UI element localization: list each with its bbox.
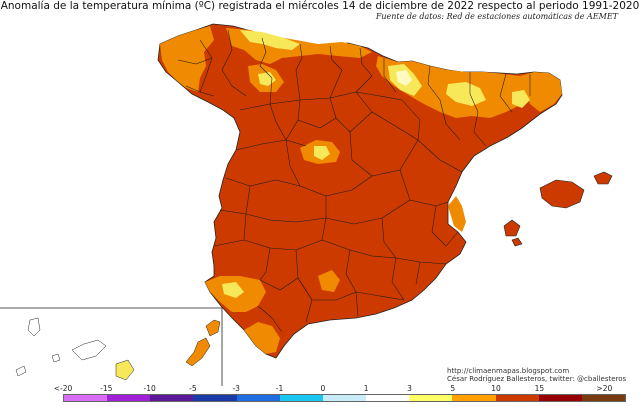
legend-tick-label: 1 [363, 384, 369, 393]
cadiz-orange [244, 322, 280, 354]
legend-swatch [64, 395, 108, 401]
legend-swatch [236, 395, 280, 401]
legend-tick-label: <-20 [53, 384, 73, 393]
catalonia-orange [520, 72, 562, 112]
ibiza [503, 219, 521, 237]
legend-swatch [366, 395, 410, 401]
legend-swatch [150, 395, 194, 401]
legend-tick-label: 5 [450, 384, 456, 393]
lanzarote [205, 319, 221, 337]
blog-url: http://climaenmapas.blogspot.com [447, 367, 570, 375]
legend-tick-label: 10 [491, 384, 501, 393]
la-palma [27, 317, 41, 337]
legend-swatch [495, 395, 539, 401]
author-credit: César Rodríguez Ballesteros, twitter: @c… [447, 374, 627, 383]
data-source: Fuente de datos: Red de estaciones autom… [375, 12, 618, 21]
legend-swatch [193, 395, 237, 401]
legend-tick-label: -15 [100, 384, 113, 393]
legend-tick-label: >20 [596, 384, 613, 393]
legend-swatch [538, 395, 582, 401]
legend-swatch [107, 395, 151, 401]
la-gomera [51, 353, 61, 363]
credits: http://climaenmapas.blogspot.com César R… [447, 367, 627, 383]
legend-tick-label: -3 [232, 384, 240, 393]
legend-swatch [279, 395, 323, 401]
legend-tick-label: -10 [143, 384, 156, 393]
menorca [593, 171, 613, 185]
legend-tick-label: 0 [320, 384, 326, 393]
legend-swatch [452, 395, 496, 401]
formentera [511, 237, 523, 247]
legend-tick-labels: <-20 -15 -10 -5 -3 -1 0 1 3 5 10 15 >20 [0, 384, 640, 394]
mallorca [539, 179, 585, 209]
legend-tick-label: 15 [534, 384, 545, 393]
el-hierro [15, 365, 27, 377]
valencia-orange [448, 196, 466, 232]
legend-swatch [581, 395, 626, 401]
legend-swatch [322, 395, 367, 401]
legend-tick-label: -1 [275, 384, 284, 393]
legend-swatch [409, 395, 453, 401]
galicia-orange [160, 26, 214, 92]
madrid-yellow [314, 146, 330, 160]
cantabrian-yellow [240, 30, 300, 50]
color-legend [63, 394, 626, 402]
map-title: Anomalía de la temperatura mínima (ºC) r… [0, 0, 640, 12]
gran-canaria [115, 359, 135, 381]
aragon-yellow [446, 82, 486, 106]
cordoba-orange [318, 270, 340, 292]
tenerife [71, 339, 107, 361]
huelva-yellow [222, 282, 244, 298]
legend-tick-label: 3 [407, 384, 412, 393]
navarra-pale [396, 70, 412, 86]
catalonia-yellow [512, 90, 530, 108]
legend-tick-label: -5 [189, 384, 197, 393]
canary-islands-inset [0, 307, 223, 386]
fuerteventura [185, 337, 211, 367]
province-borders [177, 29, 531, 333]
